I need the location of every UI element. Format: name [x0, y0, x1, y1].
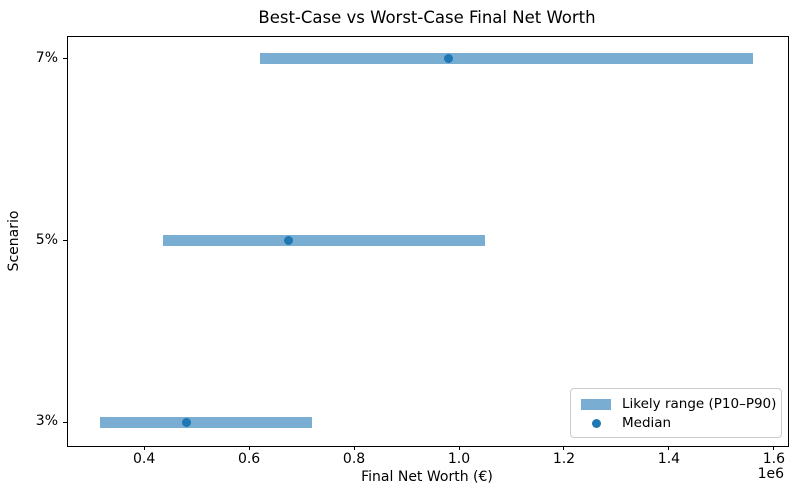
median-dot	[181, 417, 191, 427]
x-tick-label: 0.6	[237, 451, 261, 467]
x-tick-label: 1.6	[762, 451, 785, 467]
y-tick-label: 5%	[35, 231, 58, 248]
x-tick-mark	[563, 446, 565, 450]
legend-median-label: Median	[622, 415, 672, 431]
y-tick-label: 7%	[35, 49, 58, 66]
median-dot	[444, 54, 454, 64]
x-tick-label: 1.4	[657, 451, 681, 467]
x-tick-label: 1.2	[552, 451, 576, 467]
y-tick-mark	[63, 240, 67, 241]
x-tick-mark	[668, 446, 670, 450]
median-dot-icon	[591, 418, 601, 428]
likely-range-bar	[162, 235, 486, 246]
legend: Likely range (P10–P90) Median	[570, 388, 782, 438]
legend-entry-median: Median	[580, 414, 772, 432]
y-tick-mark	[63, 58, 67, 60]
legend-entry-likely-range: Likely range (P10–P90)	[580, 395, 776, 413]
y-tick-mark	[63, 421, 67, 423]
x-tick-label: 0.4	[133, 451, 156, 467]
range-swatch-icon	[581, 398, 611, 410]
likely-range-bar	[99, 416, 313, 428]
median-dot	[283, 236, 293, 245]
legend-range-label: Likely range (P10–P90)	[622, 396, 777, 412]
x-axis-offset-label: 1e6	[757, 466, 784, 482]
x-tick-label: 1.0	[447, 451, 471, 467]
x-tick-label: 0.8	[342, 451, 366, 467]
x-tick-mark	[773, 446, 775, 450]
y-tick-label: 3%	[35, 413, 58, 430]
x-axis-label: Final Net Worth (€)	[361, 469, 493, 485]
x-tick-mark	[248, 446, 250, 450]
likely-range-bar	[259, 53, 753, 65]
x-tick-mark	[353, 446, 355, 450]
x-tick-mark	[458, 446, 460, 450]
chart-title: Best-Case vs Worst-Case Final Net Worth	[258, 8, 596, 27]
x-tick-mark	[143, 446, 145, 450]
legend-range-marker-cell	[580, 398, 612, 410]
legend-median-marker-cell	[580, 418, 612, 428]
